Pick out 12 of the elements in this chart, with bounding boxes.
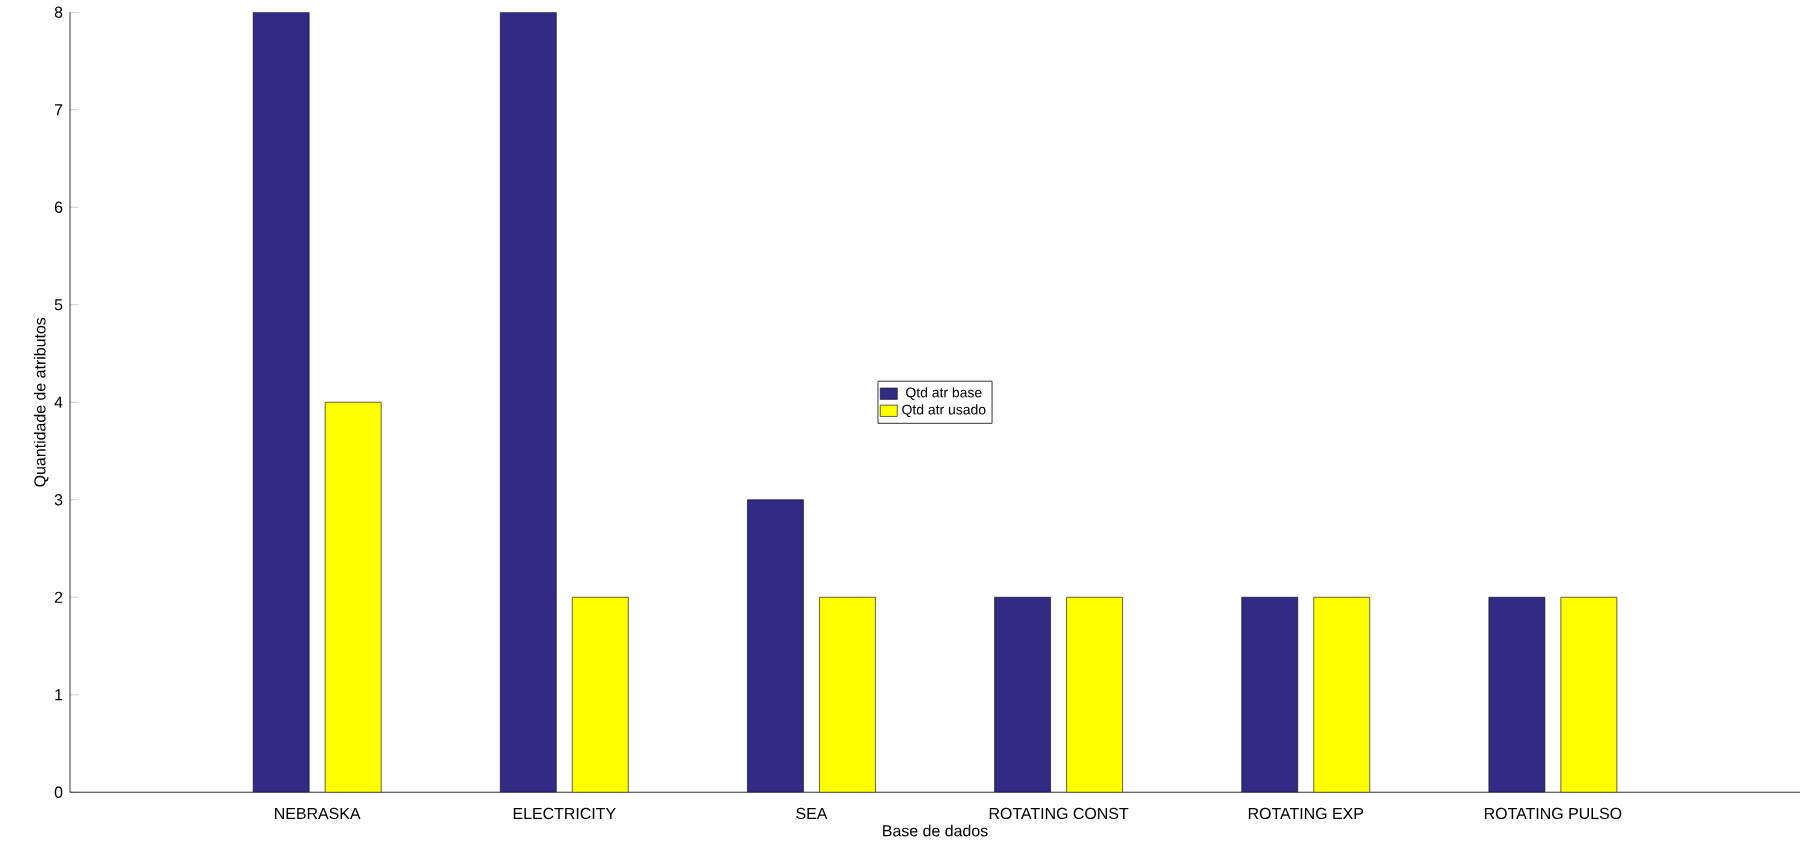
bar: [747, 499, 804, 793]
bar: [1313, 596, 1371, 793]
bar: [1488, 596, 1546, 793]
bar: [1241, 596, 1299, 793]
bar: [1066, 596, 1123, 793]
bar: [324, 401, 382, 793]
bar: [572, 596, 629, 793]
bar: [252, 12, 310, 793]
bar: [819, 596, 876, 793]
bar: [994, 596, 1051, 793]
bar: [1560, 596, 1618, 793]
bar: [500, 12, 557, 793]
